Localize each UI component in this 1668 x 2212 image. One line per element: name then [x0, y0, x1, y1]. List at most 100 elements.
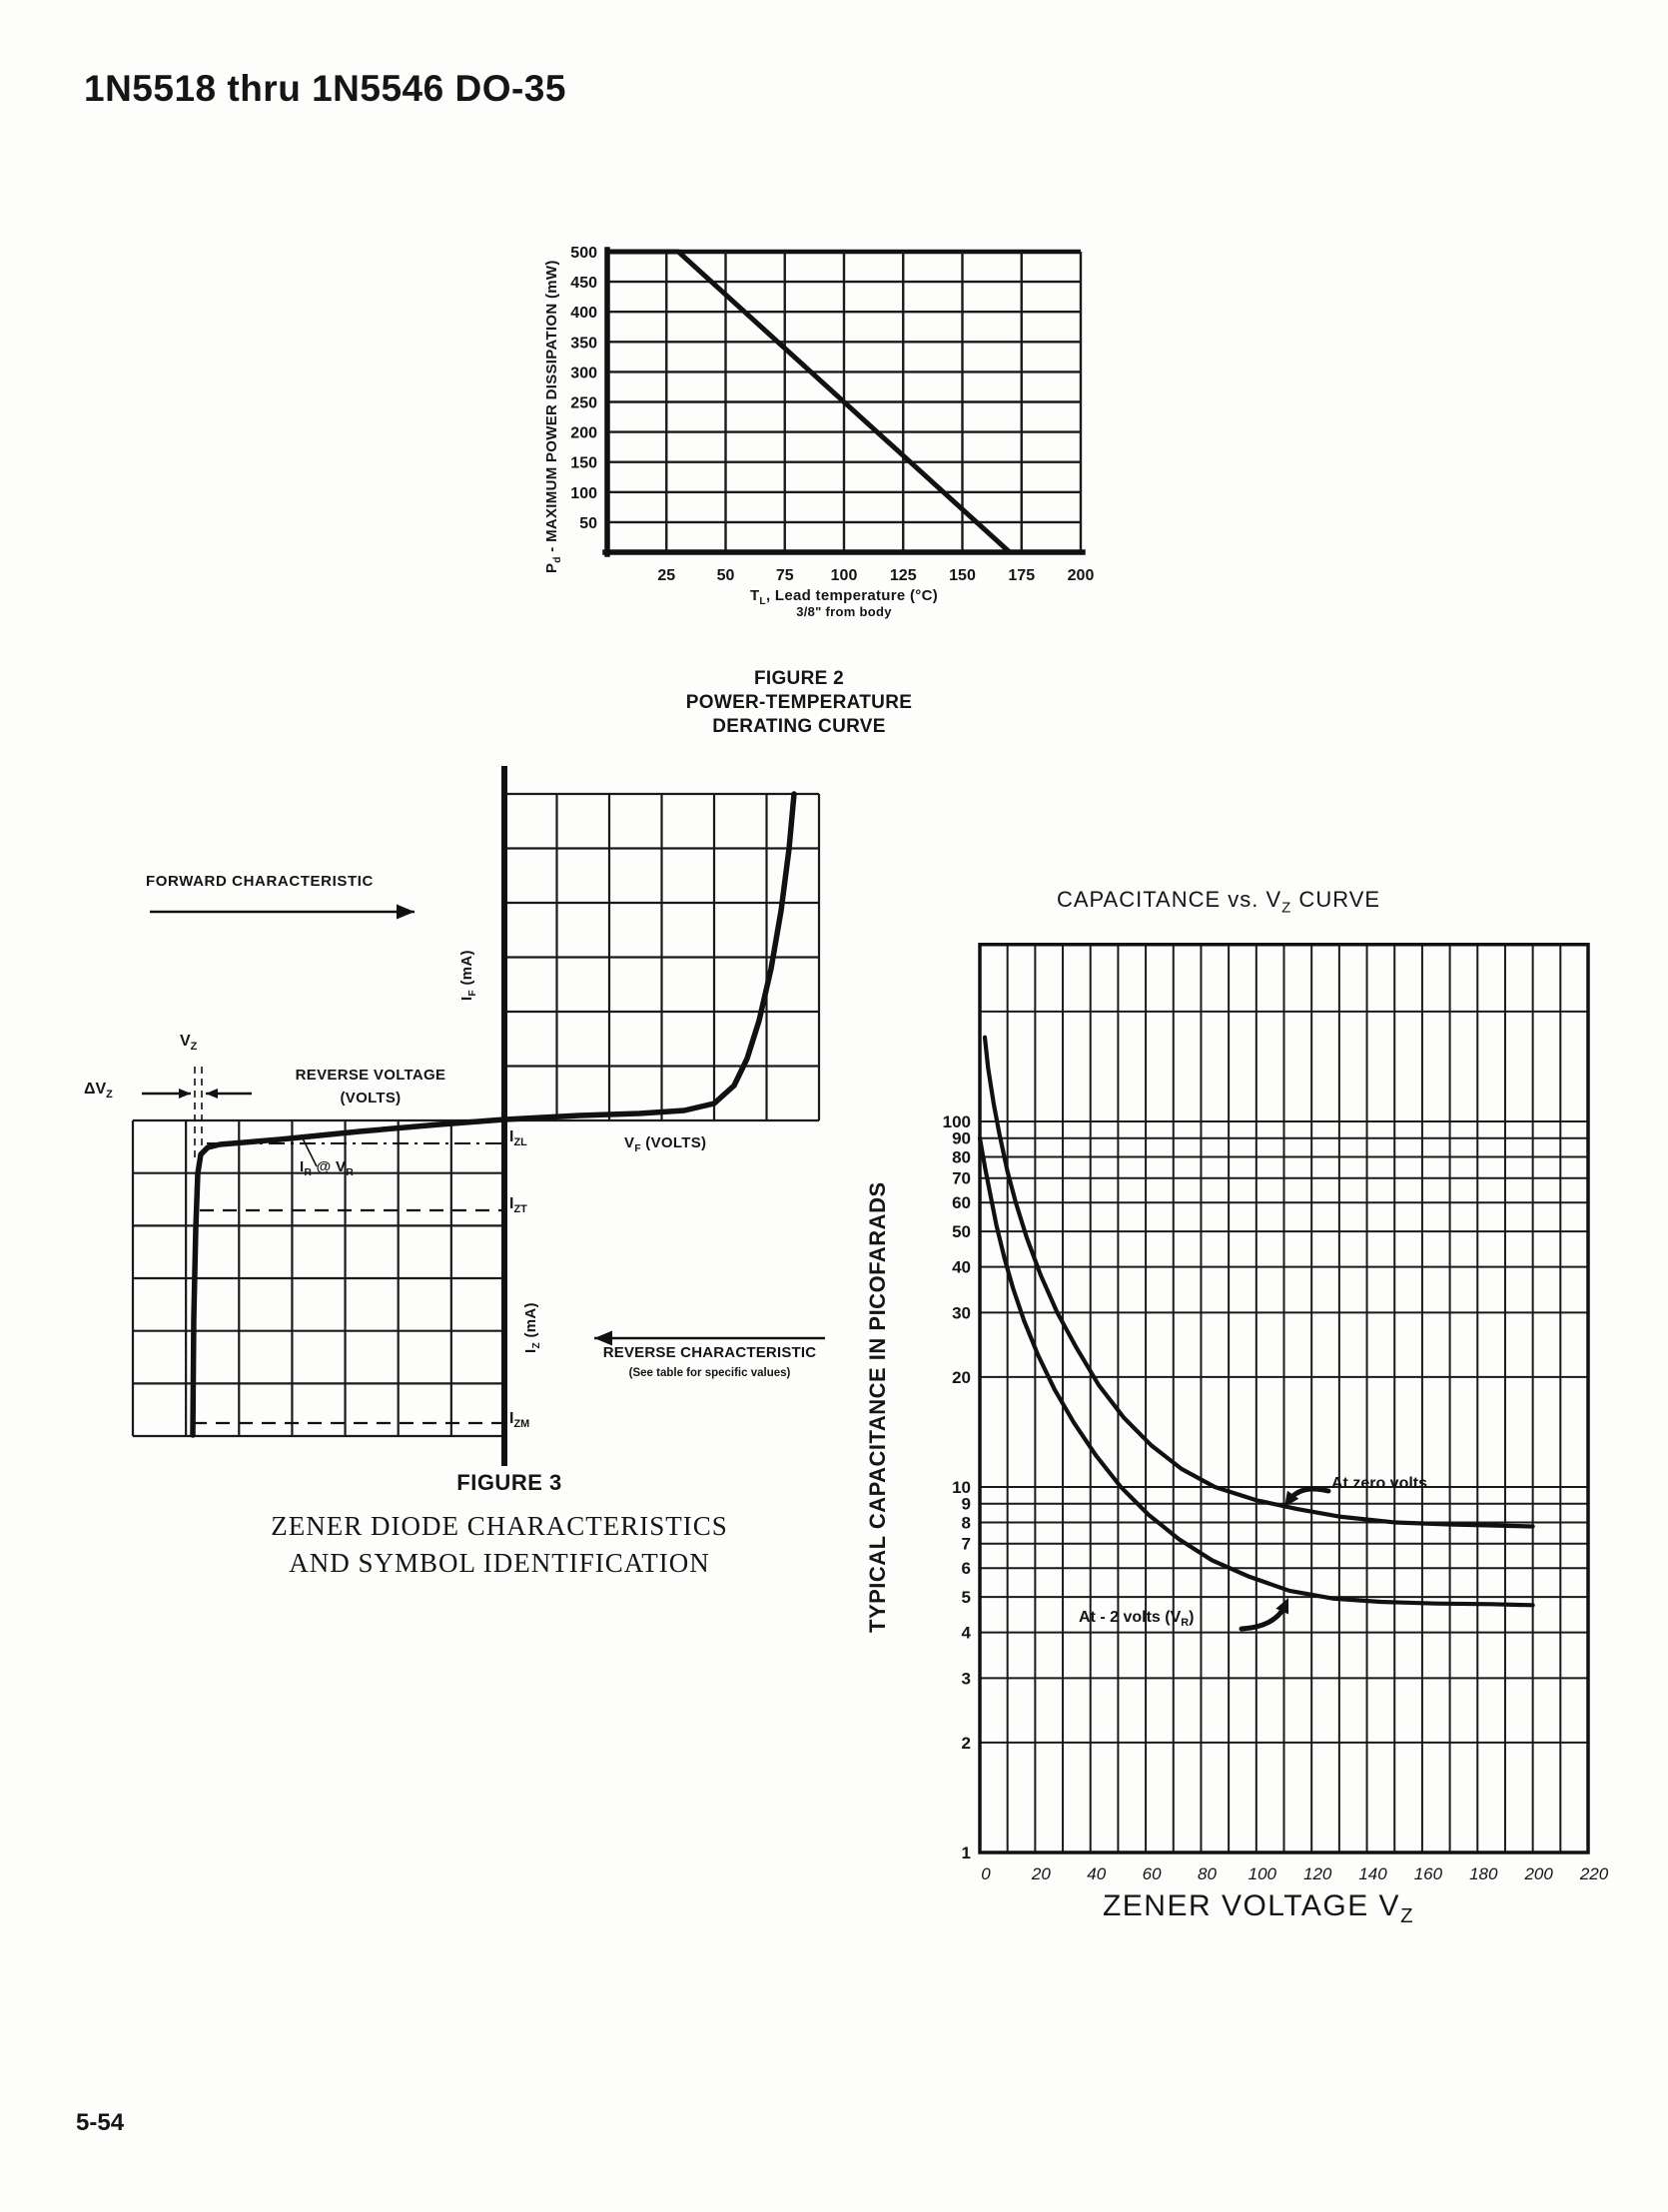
figure2-x-axis-title: TL, Lead temperature (°C) 3/8" from body [684, 587, 1004, 619]
figure3-caption-line1: ZENER DIODE CHARACTERISTICS [271, 1511, 728, 1541]
capacitance-chart: CAPACITANCE vs. VZ CURVE 100 90 80 70 60 50 40… [859, 879, 1648, 1977]
figure2-tick-labels: 50 100 150 200 250 300 350 400 450 500 25 50 75 100 12… [570, 245, 1094, 584]
vf-axis-label: VF (VOLTS) [624, 1134, 707, 1154]
svg-text:220: 220 [1579, 1864, 1609, 1883]
curve-at-zero-volts [982, 1035, 1535, 1529]
ir-at-vr-label: IR @ VR [300, 1158, 354, 1178]
figure3-diagram: FORWARD CHARACTERISTIC IF (mA) VZ ΔVZ RE… [80, 759, 879, 1638]
reverse-voltage-line1: REVERSE VOLTAGE [295, 1067, 446, 1084]
svg-text:90: 90 [952, 1129, 971, 1148]
figure3-caption-line2: AND SYMBOL IDENTIFICATION [289, 1548, 710, 1578]
svg-text:75: 75 [776, 567, 794, 584]
figure2-derating-curve [604, 249, 1013, 555]
capacitance-plot-border [978, 942, 1590, 1854]
svg-text:300: 300 [570, 365, 597, 381]
figure3-reference-lines [193, 1067, 504, 1425]
svg-text:450: 450 [570, 275, 597, 292]
reverse-characteristic-note: (See table for specific values) [628, 1367, 791, 1379]
delta-vz-label: ΔVZ [84, 1081, 113, 1102]
figure2-plot: 50 100 150 200 250 300 350 400 450 500 25 50 75 100 12… [570, 245, 1094, 584]
svg-text:3: 3 [962, 1669, 971, 1688]
svg-text:125: 125 [890, 567, 917, 584]
svg-text:200: 200 [1068, 567, 1095, 584]
svg-text:5: 5 [962, 1588, 971, 1607]
svg-text:60: 60 [1143, 1864, 1162, 1883]
svg-text:20: 20 [952, 1368, 971, 1387]
svg-text:60: 60 [952, 1193, 971, 1212]
svg-text:0: 0 [981, 1864, 991, 1883]
svg-text:1: 1 [962, 1843, 971, 1862]
vz-label: VZ [180, 1033, 198, 1054]
capacitance-grid [979, 944, 1589, 1852]
iz-axis-label: IZ (mA) [522, 1302, 542, 1353]
figure3-plot [131, 766, 825, 1466]
svg-text:400: 400 [570, 305, 597, 322]
figure2-caption-line2: POWER-TEMPERATURE [685, 692, 913, 713]
svg-text:9: 9 [962, 1495, 971, 1514]
figure2-axes [602, 247, 1086, 557]
figure2-x-axis-title-line2: 3/8" from body [796, 604, 892, 619]
svg-text:100: 100 [1249, 1864, 1277, 1883]
svg-text:160: 160 [1414, 1864, 1443, 1883]
figure2-caption: FIGURE 2 POWER-TEMPERATURE DERATING CURV… [659, 667, 939, 739]
svg-text:100: 100 [831, 567, 858, 584]
svg-text:500: 500 [570, 245, 597, 262]
izm-label: IZM [509, 1410, 530, 1431]
figure2-caption-line3: DERATING CURVE [712, 716, 886, 737]
figure3-grid [131, 792, 821, 1438]
svg-text:40: 40 [1087, 1864, 1106, 1883]
svg-text:50: 50 [717, 567, 735, 584]
annotation-at-zero-volts: At zero volts [1331, 1475, 1428, 1492]
svg-text:200: 200 [570, 425, 597, 442]
forward-characteristic-label: FORWARD CHARACTERISTIC [146, 873, 374, 890]
svg-text:100: 100 [943, 1112, 971, 1131]
svg-text:2: 2 [962, 1734, 971, 1753]
svg-text:80: 80 [952, 1147, 971, 1166]
svg-text:10: 10 [952, 1478, 971, 1497]
page-title: 1N5518 thru 1N5546 DO-35 [84, 68, 566, 109]
figure3-caption-title: FIGURE 3 [456, 1470, 562, 1495]
if-axis-label: IF (mA) [458, 950, 478, 1001]
reverse-voltage-axis-label: REVERSE VOLTAGE (VOLTS) [276, 1064, 465, 1109]
svg-text:200: 200 [1523, 1864, 1553, 1883]
figure2-caption-line1: FIGURE 2 [753, 668, 845, 689]
svg-text:140: 140 [1358, 1864, 1387, 1883]
svg-text:20: 20 [1031, 1864, 1051, 1883]
reverse-characteristic-line1: REVERSE CHARACTERISTIC [602, 1344, 817, 1361]
svg-text:50: 50 [952, 1222, 971, 1241]
capacitance-chart-title: CAPACITANCE vs. VZ CURVE [1056, 887, 1381, 917]
izl-label: IZL [509, 1128, 527, 1149]
capacitance-x-axis-title: ZENER VOLTAGE VZ [1102, 1889, 1415, 1927]
svg-text:6: 6 [962, 1559, 971, 1578]
figure2-x-axis-title-line1: TL, Lead temperature (°C) [749, 587, 939, 607]
page-number: 5-54 [76, 2109, 125, 2136]
svg-text:7: 7 [962, 1535, 971, 1554]
svg-text:150: 150 [949, 567, 976, 584]
figure3-caption: ZENER DIODE CHARACTERISTICS AND SYMBOL I… [210, 1508, 789, 1582]
reverse-characteristic-label: REVERSE CHARACTERISTIC (See table for sp… [577, 1342, 842, 1384]
svg-text:30: 30 [952, 1303, 971, 1322]
annotation-at-minus-2-volts: At - 2 volts (VR) [1079, 1609, 1195, 1630]
svg-text:180: 180 [1469, 1864, 1498, 1883]
figure3-arrows [142, 904, 825, 1346]
svg-text:120: 120 [1303, 1864, 1332, 1883]
svg-text:50: 50 [579, 515, 597, 532]
figure2-y-axis-title: Pd - MAXIMUM POWER DISSIPATION (mW) [543, 260, 563, 573]
svg-text:80: 80 [1198, 1864, 1217, 1883]
svg-text:25: 25 [657, 567, 675, 584]
capacitance-y-axis-title: TYPICAL CAPACITANCE IN PICOFARADS [865, 1181, 890, 1633]
svg-text:250: 250 [570, 395, 597, 412]
svg-text:175: 175 [1008, 567, 1035, 584]
svg-text:40: 40 [952, 1258, 971, 1277]
figure3-diode-curve [190, 791, 797, 1438]
svg-text:150: 150 [570, 455, 597, 472]
reverse-voltage-line2: (VOLTS) [340, 1090, 402, 1106]
svg-text:4: 4 [962, 1624, 972, 1643]
curve-at-minus-2-volts [977, 1135, 1535, 1608]
svg-text:100: 100 [570, 485, 597, 502]
capacitance-annotation-arrows [1239, 1486, 1331, 1632]
figure2-derating-chart: 50 100 150 200 250 300 350 400 450 500 25 50 75 100 12… [519, 168, 1119, 637]
